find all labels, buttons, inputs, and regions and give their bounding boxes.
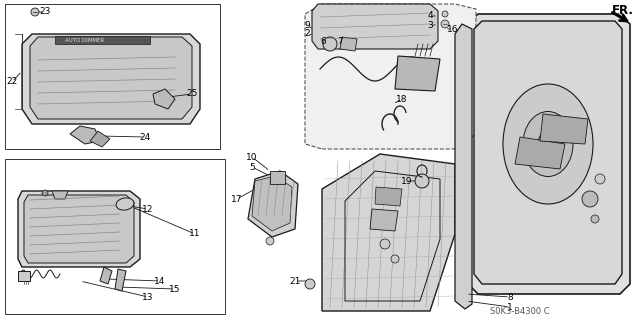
Polygon shape xyxy=(305,4,476,149)
Text: 6: 6 xyxy=(320,36,326,46)
Polygon shape xyxy=(52,191,68,199)
Polygon shape xyxy=(30,37,192,119)
Text: 25: 25 xyxy=(186,90,198,99)
Text: 2: 2 xyxy=(304,29,310,39)
Text: 24: 24 xyxy=(140,132,150,142)
Text: 9: 9 xyxy=(304,21,310,31)
Text: FR.: FR. xyxy=(612,4,634,18)
Polygon shape xyxy=(70,126,100,144)
Text: 13: 13 xyxy=(142,293,154,301)
Polygon shape xyxy=(153,89,175,109)
Text: 14: 14 xyxy=(154,277,166,286)
Polygon shape xyxy=(474,21,622,284)
Circle shape xyxy=(31,8,39,16)
Polygon shape xyxy=(55,36,150,44)
Ellipse shape xyxy=(538,131,558,157)
Circle shape xyxy=(380,239,390,249)
Circle shape xyxy=(595,174,605,184)
Circle shape xyxy=(442,11,448,17)
Polygon shape xyxy=(540,114,588,144)
Ellipse shape xyxy=(503,84,593,204)
Text: 8: 8 xyxy=(507,293,513,301)
Text: 19: 19 xyxy=(401,176,413,186)
Text: 5: 5 xyxy=(249,162,255,172)
Text: 3: 3 xyxy=(427,20,433,29)
Polygon shape xyxy=(515,137,565,169)
Polygon shape xyxy=(115,269,126,291)
Polygon shape xyxy=(90,131,110,147)
Polygon shape xyxy=(252,176,292,231)
Polygon shape xyxy=(24,195,134,263)
Polygon shape xyxy=(100,267,112,284)
Polygon shape xyxy=(270,171,285,184)
Polygon shape xyxy=(468,14,630,294)
Circle shape xyxy=(582,191,598,207)
Polygon shape xyxy=(395,56,440,91)
Polygon shape xyxy=(18,191,140,267)
Polygon shape xyxy=(455,24,472,309)
Ellipse shape xyxy=(116,198,134,210)
Text: 4: 4 xyxy=(427,11,433,20)
Circle shape xyxy=(42,190,48,196)
Polygon shape xyxy=(322,154,455,311)
Circle shape xyxy=(266,237,274,245)
Circle shape xyxy=(391,255,399,263)
Polygon shape xyxy=(312,4,438,49)
Ellipse shape xyxy=(523,112,573,176)
Text: 10: 10 xyxy=(246,152,258,161)
Polygon shape xyxy=(340,37,357,51)
Text: 18: 18 xyxy=(396,94,408,103)
Text: 22: 22 xyxy=(6,78,18,86)
Text: 16: 16 xyxy=(447,25,459,33)
Text: 11: 11 xyxy=(189,229,201,239)
Text: 17: 17 xyxy=(231,195,243,204)
Text: 21: 21 xyxy=(289,277,301,286)
Polygon shape xyxy=(248,171,298,237)
Polygon shape xyxy=(375,187,402,206)
Text: 7: 7 xyxy=(337,36,343,46)
Circle shape xyxy=(323,37,337,51)
Text: 15: 15 xyxy=(169,285,180,293)
Circle shape xyxy=(305,279,315,289)
Circle shape xyxy=(441,20,449,28)
Text: S0K3-B4300 C: S0K3-B4300 C xyxy=(490,307,550,315)
Polygon shape xyxy=(18,271,30,281)
Circle shape xyxy=(591,215,599,223)
Circle shape xyxy=(415,174,429,188)
Text: 1: 1 xyxy=(507,302,513,311)
Polygon shape xyxy=(370,209,398,231)
Polygon shape xyxy=(22,34,200,124)
Text: AUTO DIMMER: AUTO DIMMER xyxy=(65,38,104,42)
Text: 12: 12 xyxy=(142,204,154,213)
Text: 23: 23 xyxy=(39,8,51,17)
